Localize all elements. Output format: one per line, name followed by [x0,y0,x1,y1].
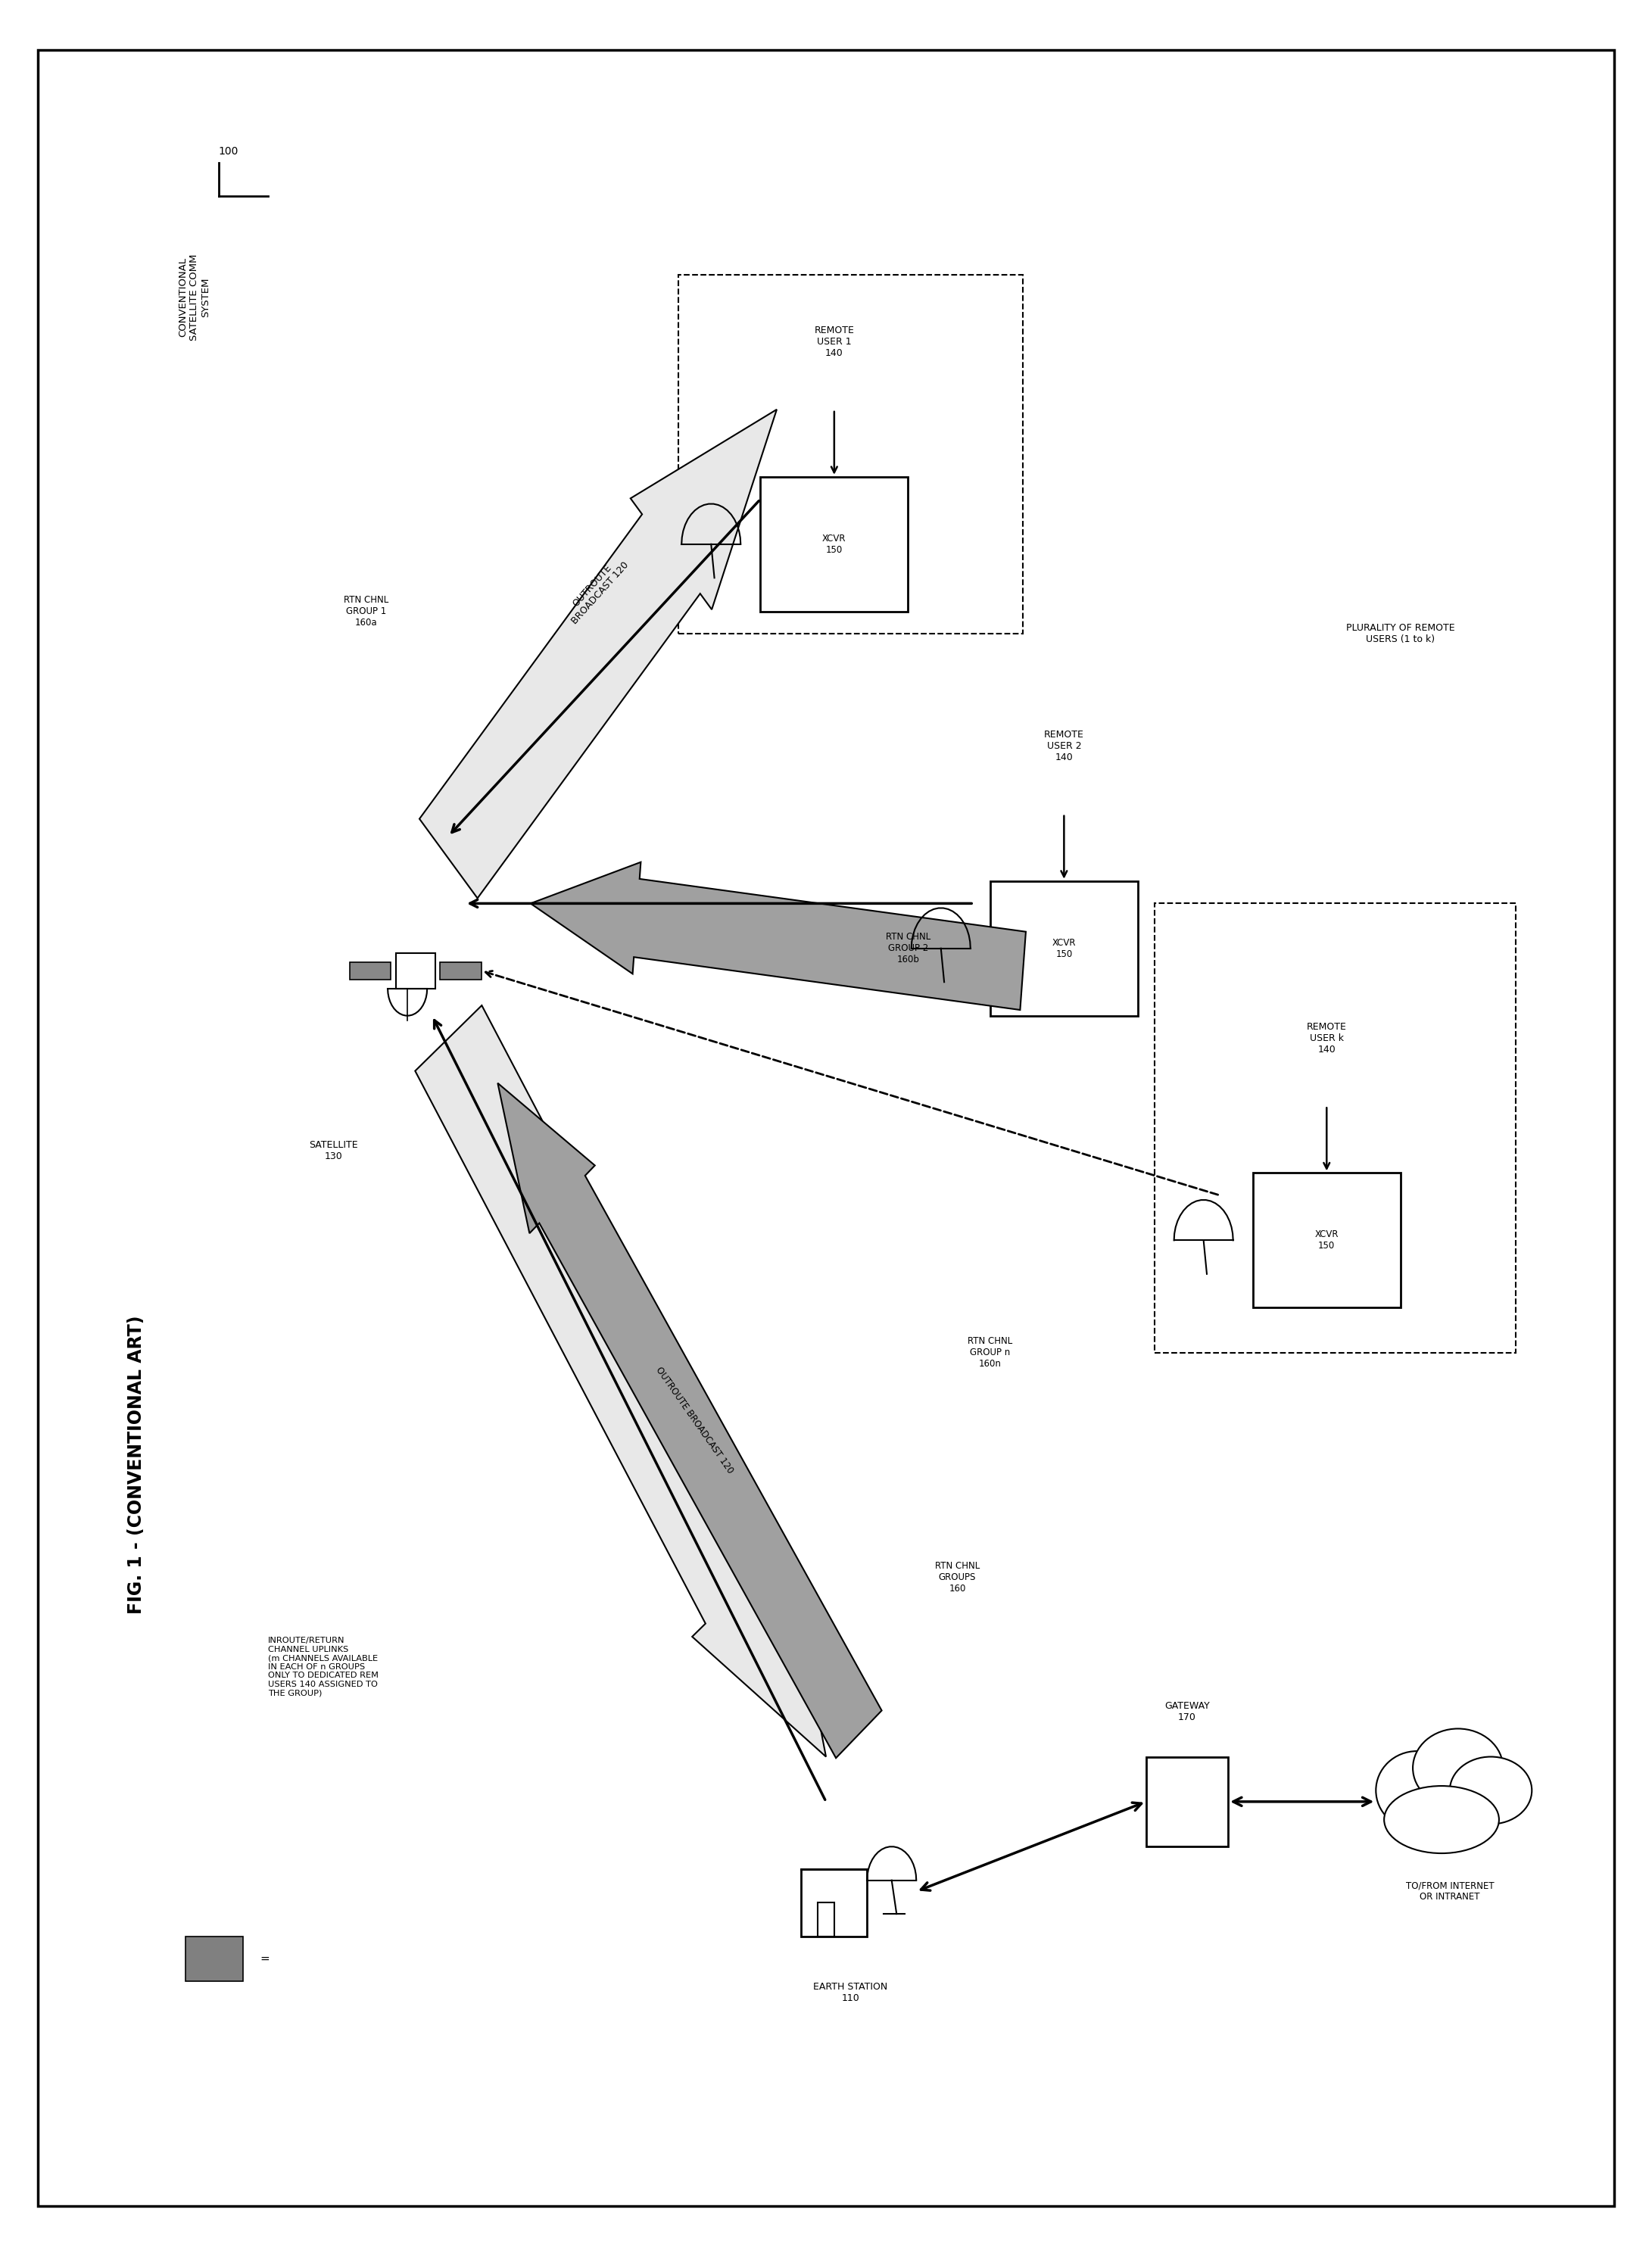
Bar [990,882,1138,1015]
Text: XCVR
150: XCVR 150 [1052,938,1075,959]
Text: EARTH STATION
110: EARTH STATION 110 [813,1983,887,2003]
Bar [818,1902,834,1936]
Text: CONVENTIONAL
SATELLITE COMM
SYSTEM: CONVENTIONAL SATELLITE COMM SYSTEM [178,255,210,341]
Text: RTN CHNL
GROUP 1
160a: RTN CHNL GROUP 1 160a [344,596,388,627]
Text: GATEWAY
170: GATEWAY 170 [1165,1701,1209,1721]
Text: INROUTE/RETURN
CHANNEL UPLINKS
(m CHANNELS AVAILABLE
IN EACH OF n GROUPS
ONLY TO: INROUTE/RETURN CHANNEL UPLINKS (m CHANNE… [268,1638,378,1697]
Polygon shape [497,1083,882,1757]
Text: RTN CHNL
GROUP 2
160b: RTN CHNL GROUP 2 160b [885,932,930,966]
Bar [1252,1173,1401,1308]
Polygon shape [420,408,776,898]
Text: RTN CHNL
GROUPS
160: RTN CHNL GROUPS 160 [935,1561,980,1593]
Bar [396,952,436,988]
Text: OUTROUTE
BROADCAST 120: OUTROUTE BROADCAST 120 [562,553,631,625]
Bar [1146,1757,1227,1848]
Ellipse shape [1412,1728,1503,1807]
Polygon shape [415,1006,826,1757]
Ellipse shape [1384,1787,1498,1852]
Bar [1155,902,1515,1354]
Text: FIG. 1 - (CONVENTIONAL ART): FIG. 1 - (CONVENTIONAL ART) [127,1315,145,1613]
Polygon shape [530,862,1026,1011]
Text: RTN CHNL
GROUP n
160n: RTN CHNL GROUP n 160n [968,1336,1013,1369]
Text: XCVR
150: XCVR 150 [1315,1230,1338,1250]
Text: OUTROUTE BROADCAST 120: OUTROUTE BROADCAST 120 [654,1365,735,1475]
Text: 100: 100 [218,147,238,156]
Bar [350,961,392,979]
Bar [185,1936,243,1981]
Text: =: = [259,1954,269,1965]
Text: SATELLITE
130: SATELLITE 130 [309,1139,358,1162]
Text: REMOTE
USER 2
140: REMOTE USER 2 140 [1044,731,1084,763]
Text: REMOTE
USER 1
140: REMOTE USER 1 140 [814,325,854,359]
Text: REMOTE
USER k
140: REMOTE USER k 140 [1307,1022,1346,1054]
Bar [439,961,481,979]
Ellipse shape [1450,1757,1531,1825]
Text: TO/FROM INTERNET
OR INTRANET: TO/FROM INTERNET OR INTRANET [1406,1882,1493,1902]
Ellipse shape [1376,1751,1459,1830]
Bar [679,275,1023,634]
Text: XCVR
150: XCVR 150 [823,535,846,555]
Bar [801,1868,867,1936]
Text: PLURALITY OF REMOTE
USERS (1 to k): PLURALITY OF REMOTE USERS (1 to k) [1346,623,1455,645]
Bar [760,476,909,611]
